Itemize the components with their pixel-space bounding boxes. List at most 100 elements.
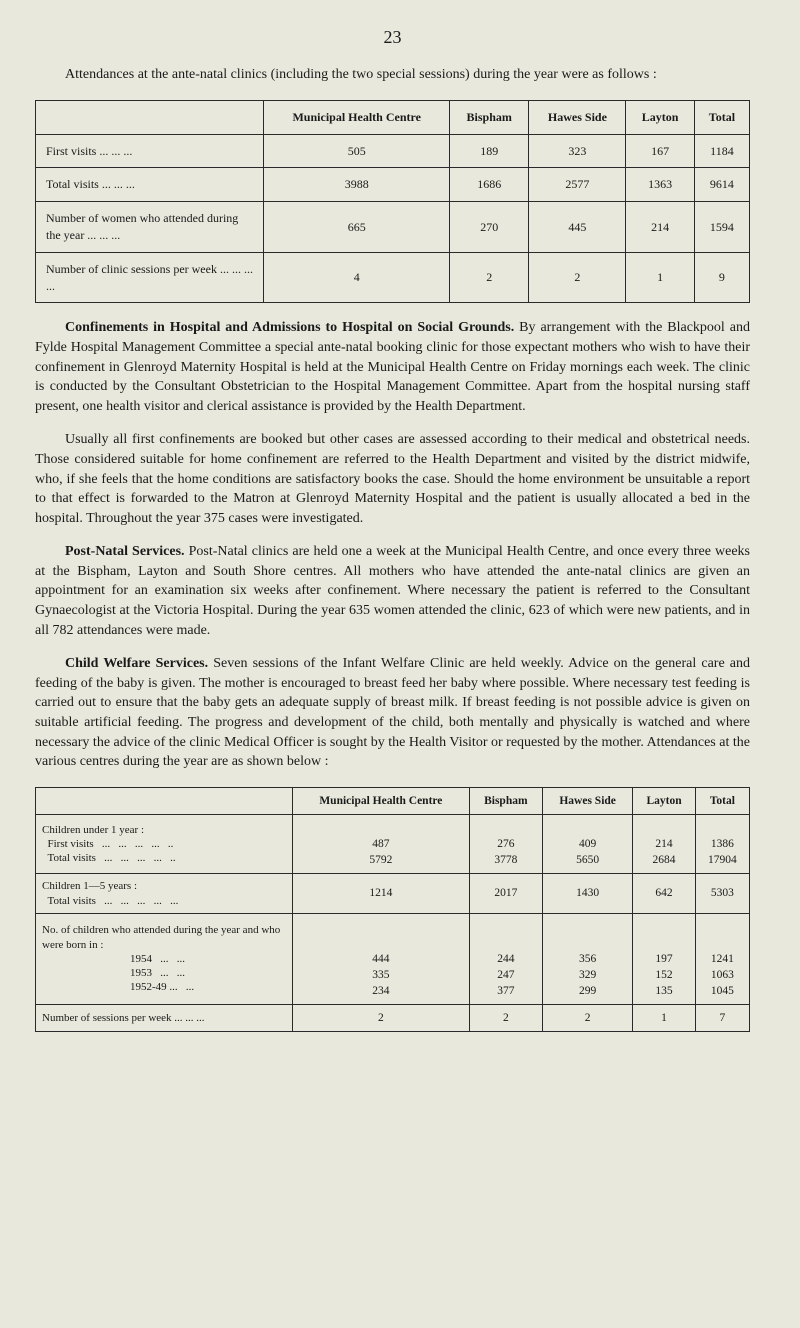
header-layton: Layton <box>626 100 694 134</box>
table-row: Number of women who attended during the … <box>36 202 750 253</box>
val: 17904 <box>708 854 737 866</box>
row-label: First visits ... ... ... <box>36 134 264 168</box>
cell: 1430 <box>542 874 632 914</box>
cell: 4 <box>264 252 449 303</box>
cell: 197 152 135 <box>633 913 696 1004</box>
table-row: Number of clinic sessions per week ... .… <box>36 252 750 303</box>
header-municipal: Municipal Health Centre <box>264 100 449 134</box>
val: 152 <box>655 969 672 981</box>
cell: 9 <box>694 252 749 303</box>
cell: 9614 <box>694 168 749 202</box>
postnatal-title: Post-Natal Services. <box>65 544 185 559</box>
block-label: No. of children who attended during the … <box>42 924 283 950</box>
cell: 2 <box>542 1005 632 1032</box>
header-total: Total <box>694 100 749 134</box>
cell: 214 <box>626 202 694 253</box>
val: 377 <box>497 985 514 997</box>
row-sublabel: First visits ... ... ... ... .. <box>42 838 173 850</box>
val: 276 <box>497 838 514 850</box>
val: 2684 <box>653 854 676 866</box>
val: 1063 <box>711 969 734 981</box>
cell: 2577 <box>529 168 626 202</box>
cell: 2 <box>449 252 529 303</box>
cell: 665 <box>264 202 449 253</box>
val: 244 <box>497 953 514 965</box>
cell: 445 <box>529 202 626 253</box>
cell: 642 <box>633 874 696 914</box>
table-header-row: Municipal Health Centre Bispham Hawes Si… <box>36 787 750 814</box>
row-label: No. of children who attended during the … <box>36 913 293 1004</box>
cell: 444 335 234 <box>293 913 470 1004</box>
row-label: Children under 1 year : First visits ...… <box>36 814 293 873</box>
row-sublabel: Total visits ... ... ... ... ... <box>42 895 178 907</box>
cell: 189 <box>449 134 529 168</box>
cell: 1 <box>626 252 694 303</box>
confinements-title: Confinements in Hospital and Admissions … <box>65 320 514 335</box>
header-blank <box>36 787 293 814</box>
header-hawes: Hawes Side <box>529 100 626 134</box>
table-antenatal: Municipal Health Centre Bispham Hawes Si… <box>35 100 750 304</box>
val: 487 <box>372 838 389 850</box>
cell: 2 <box>469 1005 542 1032</box>
table-header-row: Municipal Health Centre Bispham Hawes Si… <box>36 100 750 134</box>
cell: 270 <box>449 202 529 253</box>
table-row: Children under 1 year : First visits ...… <box>36 814 750 873</box>
row-sublabel: Total visits ... ... ... ... .. <box>42 852 176 864</box>
childwelfare-title: Child Welfare Services. <box>65 656 208 671</box>
val: 1045 <box>711 985 734 997</box>
cell: 1184 <box>694 134 749 168</box>
page-number: 23 <box>35 25 750 50</box>
cell: 167 <box>626 134 694 168</box>
table-row: Children 1—5 years : Total visits ... ..… <box>36 874 750 914</box>
cell: 1 <box>633 1005 696 1032</box>
val: 214 <box>655 838 672 850</box>
table-row: No. of children who attended during the … <box>36 913 750 1004</box>
val: 444 <box>372 953 389 965</box>
cell: 2 <box>293 1005 470 1032</box>
confinements-paragraph: Confinements in Hospital and Admissions … <box>35 318 750 416</box>
val: 356 <box>579 953 596 965</box>
val: 1241 <box>711 953 734 965</box>
val: 5792 <box>369 854 392 866</box>
row-sublabel: 1953 ... ... <box>42 967 185 979</box>
cell: 1214 <box>293 874 470 914</box>
childwelfare-paragraph: Child Welfare Services. Seven sessions o… <box>35 654 750 772</box>
val: 234 <box>372 985 389 997</box>
cell: 1241 1063 1045 <box>695 913 749 1004</box>
cell: 409 5650 <box>542 814 632 873</box>
cell: 505 <box>264 134 449 168</box>
cell: 356 329 299 <box>542 913 632 1004</box>
val: 5650 <box>576 854 599 866</box>
row-label: Number of sessions per week ... ... ... <box>36 1005 293 1032</box>
table-row: Total visits ... ... ... 3988 1686 2577 … <box>36 168 750 202</box>
header-hawes: Hawes Side <box>542 787 632 814</box>
cell: 5303 <box>695 874 749 914</box>
cell: 1594 <box>694 202 749 253</box>
cell: 1686 <box>449 168 529 202</box>
postnatal-paragraph: Post-Natal Services. Post-Natal clinics … <box>35 542 750 640</box>
row-label: Number of clinic sessions per week ... .… <box>36 252 264 303</box>
val: 329 <box>579 969 596 981</box>
row-sublabel: 1952-49 ... ... <box>42 981 194 993</box>
block-label: Children 1—5 years : <box>42 880 137 892</box>
table-row: Number of sessions per week ... ... ... … <box>36 1005 750 1032</box>
cell: 214 2684 <box>633 814 696 873</box>
childwelfare-text: Seven sessions of the Infant Welfare Cli… <box>35 656 750 769</box>
table-row: First visits ... ... ... 505 189 323 167… <box>36 134 750 168</box>
header-municipal: Municipal Health Centre <box>293 787 470 814</box>
cell: 244 247 377 <box>469 913 542 1004</box>
row-sublabel: 1954 ... ... <box>42 953 185 965</box>
row-label: Number of women who attended during the … <box>36 202 264 253</box>
row-label: Total visits ... ... ... <box>36 168 264 202</box>
cell: 3988 <box>264 168 449 202</box>
val: 299 <box>579 985 596 997</box>
intro-paragraph: Attendances at the ante-natal clinics (i… <box>35 65 750 85</box>
val: 335 <box>372 969 389 981</box>
header-bispham: Bispham <box>449 100 529 134</box>
cell: 2 <box>529 252 626 303</box>
header-bispham: Bispham <box>469 787 542 814</box>
val: 247 <box>497 969 514 981</box>
val: 409 <box>579 838 596 850</box>
row-label: Children 1—5 years : Total visits ... ..… <box>36 874 293 914</box>
cell: 276 3778 <box>469 814 542 873</box>
